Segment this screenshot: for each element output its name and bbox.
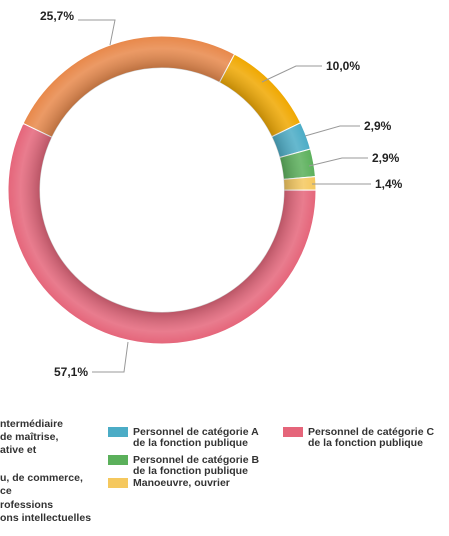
data-label: 2,9% xyxy=(364,119,392,133)
legend-line: Personnel de catégorie C xyxy=(308,426,434,438)
legend-line: de la fonction publique xyxy=(133,465,248,477)
legend-line: Personnel de catégorie A xyxy=(133,426,259,438)
legend-label: ntermédiaire xyxy=(0,418,63,430)
legend-line: de la fonction publique xyxy=(133,437,248,449)
leader-line xyxy=(92,341,129,373)
data-label: 10,0% xyxy=(326,59,360,73)
legend-label: de maîtrise, xyxy=(0,431,58,443)
data-label: 1,4% xyxy=(375,177,403,191)
data-label: 2,9% xyxy=(372,151,400,165)
legend-swatch xyxy=(108,478,128,488)
legend-swatch xyxy=(283,427,303,437)
donut xyxy=(7,35,317,345)
legend-label: ative et xyxy=(0,444,37,456)
legend-label: rofessions xyxy=(0,499,53,511)
leader-line xyxy=(304,125,360,137)
legend-label: u, de commerce, xyxy=(0,472,83,484)
legend-line: de la fonction publique xyxy=(308,437,423,449)
legend-label: ce xyxy=(0,485,12,497)
legend-line: Manoeuvre, ouvrier xyxy=(133,477,230,489)
donut-segment xyxy=(7,122,317,345)
leader-line xyxy=(78,19,116,46)
legend-swatch xyxy=(108,455,128,465)
legend-swatch xyxy=(108,427,128,437)
legend-line: Personnel de catégorie B xyxy=(133,454,259,466)
data-label: 57,1% xyxy=(54,365,88,379)
data-label: 25,7% xyxy=(40,9,74,23)
legend-label: Manoeuvre, ouvrier xyxy=(133,477,230,489)
leader-line xyxy=(261,65,322,83)
donut-shade xyxy=(8,36,316,344)
labels: 25,7% 10,0% 2,9% 2,9% 1,4% 57,1% xyxy=(40,9,403,379)
legend-label: ons intellectuelles xyxy=(0,512,91,524)
leader-line xyxy=(308,157,368,167)
